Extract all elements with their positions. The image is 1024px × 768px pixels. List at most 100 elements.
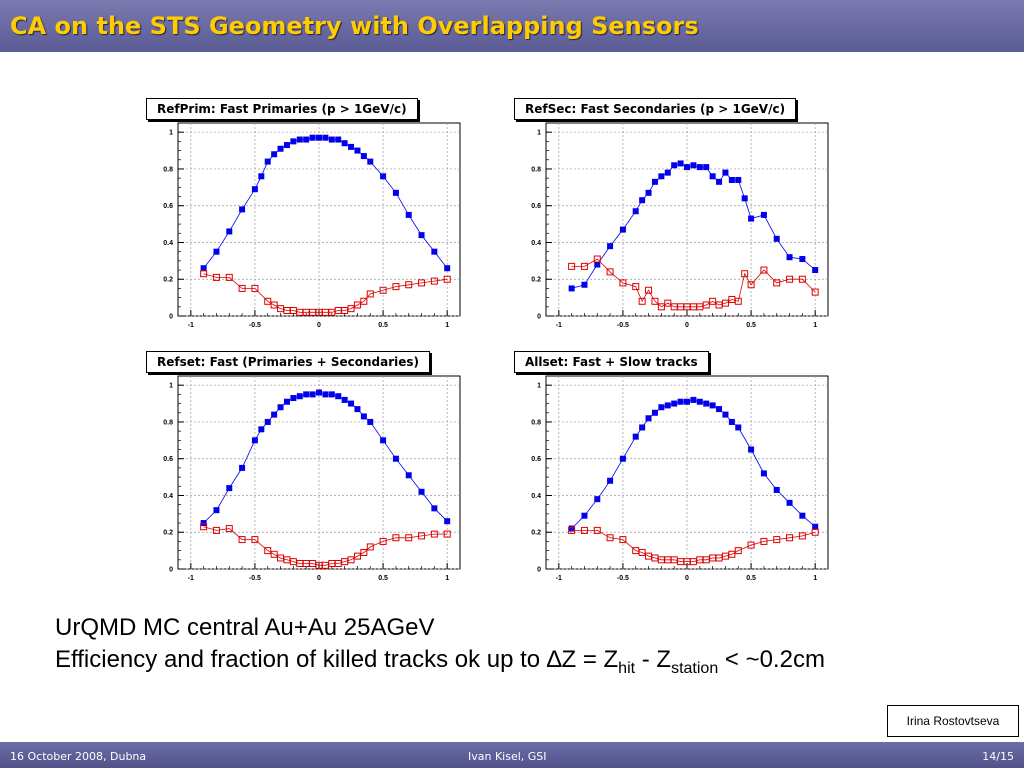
y-tick-label: 0.6 [163, 456, 173, 463]
data-point-killed [392, 283, 400, 291]
y-tick-label: 0.6 [531, 456, 541, 463]
data-point-efficiency [322, 134, 329, 141]
data-point-efficiency [239, 464, 246, 471]
y-tick-label: 1 [169, 383, 173, 390]
data-point-killed [593, 255, 601, 263]
data-point-efficiency [392, 189, 399, 196]
y-tick-label: 0.2 [163, 530, 173, 537]
data-point-efficiency [677, 398, 684, 405]
data-point-killed [773, 536, 781, 544]
data-point-efficiency [703, 400, 710, 407]
data-point-efficiency [367, 418, 374, 425]
data-point-killed [786, 275, 794, 283]
data-point-efficiency [709, 402, 716, 409]
data-point-killed [264, 297, 272, 305]
data-point-efficiency [296, 136, 303, 143]
plot-refprim-title: RefPrim: Fast Primaries (p > 1GeV/c) [146, 98, 418, 120]
x-tick-label: -1 [188, 322, 194, 329]
y-tick-label: 0.4 [531, 240, 541, 247]
data-point-efficiency [799, 256, 806, 263]
data-point-efficiency [594, 496, 601, 503]
data-point-efficiency [760, 211, 767, 218]
data-point-efficiency [354, 406, 361, 413]
data-point-killed [270, 550, 278, 558]
author-box: Irina Rostovtseva [887, 705, 1019, 737]
data-point-killed [606, 268, 614, 276]
subscript-station: station [671, 659, 719, 677]
data-point-efficiency [348, 143, 355, 150]
data-point-killed [760, 266, 768, 274]
delta-symbol: ∆ [546, 646, 562, 673]
plot-refsec-title: RefSec: Fast Secondaries (p > 1GeV/c) [514, 98, 797, 120]
y-tick-label: 0 [169, 314, 173, 321]
data-point-efficiency [348, 400, 355, 407]
data-point-efficiency [645, 189, 652, 196]
data-point-efficiency [748, 446, 755, 453]
data-point-efficiency [632, 433, 639, 440]
data-point-efficiency [639, 197, 646, 204]
plot-refset-canvas: -1 -0.5 0 0.5 1 0 0.2 0.4 0.6 0.8 1 [163, 375, 461, 582]
data-point-efficiency [296, 393, 303, 400]
data-point-killed [405, 281, 413, 289]
data-point-efficiency [258, 173, 265, 180]
data-point-efficiency [684, 164, 690, 171]
data-point-efficiency [309, 391, 316, 398]
data-point-killed [379, 286, 387, 294]
subscript-hit: hit [618, 659, 636, 677]
data-point-killed [651, 297, 659, 305]
data-point-efficiency [251, 186, 258, 193]
x-tick-label: 0 [685, 575, 689, 582]
data-point-efficiency [335, 136, 342, 143]
line2-mid: - Z [635, 646, 672, 673]
x-tick-label: 0 [317, 322, 321, 329]
plot-refset: -1 -0.5 0 0.5 1 0 0.2 0.4 0.6 0.8 1 Refset: Fast (… [140, 351, 470, 583]
data-point-killed [443, 275, 451, 283]
data-point-killed [238, 284, 246, 292]
y-tick-label: 0 [537, 567, 541, 574]
series-line-0 [571, 399, 816, 529]
body-line-2: Efficiency and fraction of killed tracks… [55, 646, 825, 678]
x-tick-label: -0.5 [617, 322, 629, 329]
data-point-efficiency [651, 178, 658, 185]
data-point-efficiency [341, 140, 348, 147]
data-point-killed [657, 303, 665, 311]
series-line-1 [571, 258, 816, 308]
x-tick-label: -1 [556, 322, 562, 329]
data-point-killed [264, 547, 272, 555]
x-tick-label: 0.5 [378, 575, 388, 582]
data-point-killed [798, 275, 806, 283]
data-point-efficiency [360, 413, 367, 420]
data-point-efficiency [728, 176, 735, 183]
data-point-efficiency [671, 162, 678, 169]
data-point-killed [773, 279, 781, 287]
data-point-efficiency [716, 406, 723, 413]
data-point-efficiency [568, 285, 575, 292]
data-point-efficiency [290, 138, 297, 145]
x-tick-label: -0.5 [249, 322, 261, 329]
data-point-killed [379, 537, 387, 545]
footer-date: 16 October 2008, Dubna [10, 750, 147, 763]
data-point-killed [580, 526, 588, 534]
line2-prefix: Efficiency and fraction of killed tracks… [55, 646, 547, 673]
data-point-killed [638, 297, 646, 305]
data-point-killed [619, 279, 627, 287]
y-tick-label: 0.2 [531, 530, 541, 537]
data-point-efficiency [303, 136, 310, 143]
data-point-efficiency [418, 488, 425, 495]
x-tick-label: 1 [813, 575, 817, 582]
data-point-efficiency [645, 415, 652, 422]
y-tick-label: 0.8 [531, 166, 541, 173]
x-tick-label: -0.5 [249, 575, 261, 582]
x-tick-label: -0.5 [617, 575, 629, 582]
data-point-efficiency [380, 173, 387, 180]
data-point-efficiency [735, 424, 742, 431]
plot-refprim-canvas: -1 -0.5 0 0.5 1 0 0.2 0.4 0.6 0.8 1 [163, 122, 461, 329]
data-point-killed [418, 532, 426, 540]
data-point-efficiency [213, 507, 220, 514]
data-point-killed [786, 534, 794, 542]
x-tick-label: 0 [685, 322, 689, 329]
data-point-efficiency [341, 396, 348, 403]
title-bar: CA on the STS Geometry with Overlapping … [0, 0, 1024, 52]
data-point-efficiency [773, 486, 780, 493]
data-point-killed [580, 262, 588, 270]
